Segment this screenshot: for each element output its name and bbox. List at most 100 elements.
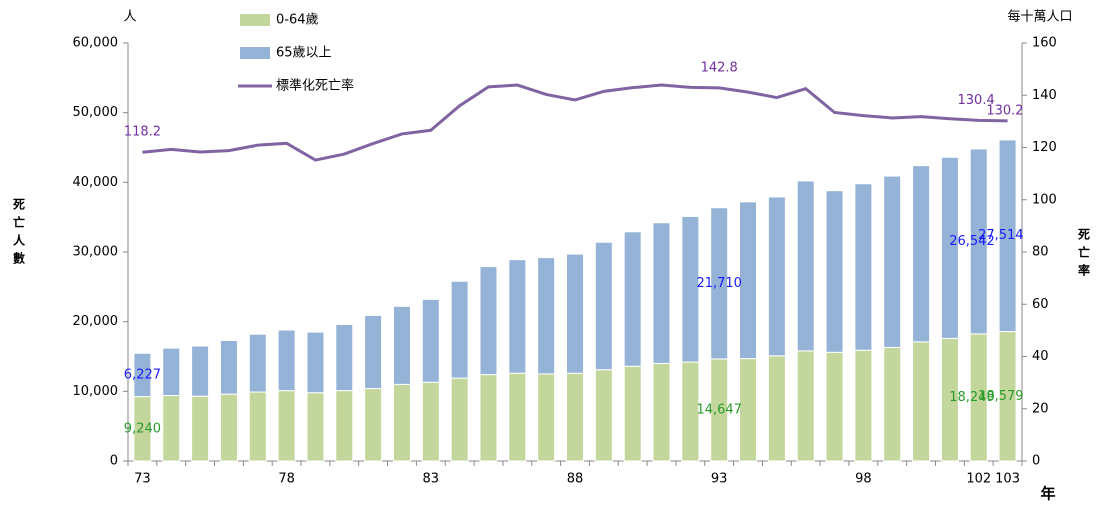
line-value-label: 130.4 <box>958 93 995 108</box>
bar-segment <box>739 201 758 360</box>
x-tick-label: 78 <box>278 472 295 487</box>
x-tick-label: 98 <box>855 472 872 487</box>
bar-segment <box>479 374 498 462</box>
bar-segment <box>162 395 181 462</box>
bar-segment <box>191 395 210 462</box>
bar-segment <box>219 339 238 395</box>
bar-value-label: 18,579 <box>978 389 1024 404</box>
legend-label: 標準化死亡率 <box>276 78 354 94</box>
bar-segment <box>364 388 383 462</box>
x-tick-label: 93 <box>711 472 728 487</box>
bar-value-label: 26,542 <box>949 234 995 249</box>
y-tick-label: 60,000 <box>73 36 119 51</box>
bar-segment <box>912 341 931 462</box>
bar-segment <box>566 372 584 462</box>
y2-tick-label: 160 <box>1032 36 1057 51</box>
bar-segment <box>912 165 931 343</box>
y2-tick-label: 120 <box>1032 140 1057 155</box>
y-tick-label: 10,000 <box>73 384 119 399</box>
bar-segment <box>969 148 988 335</box>
bar-segment <box>796 180 815 352</box>
bar-segment <box>508 372 527 462</box>
bar-segment <box>940 156 959 339</box>
line-value-label: 118.2 <box>124 125 161 140</box>
bar-segment <box>248 391 267 462</box>
bar-segment <box>392 305 411 385</box>
bar-segment <box>623 365 642 462</box>
x-tick-label: 73 <box>134 472 151 487</box>
y2-label: 死亡率 <box>1077 228 1091 282</box>
bar-segment <box>392 383 411 462</box>
y-tick-label: 20,000 <box>73 314 119 329</box>
y2-unit: 每十萬人口 <box>1007 9 1072 25</box>
legend-label: 65歲以上 <box>276 46 332 61</box>
bar-segment <box>767 355 786 462</box>
x-tick-label: 103 <box>995 472 1020 487</box>
x-tick-label: 83 <box>423 472 440 487</box>
bar-segment <box>594 369 613 462</box>
bar-segment <box>854 183 873 351</box>
bar-segment <box>623 231 642 367</box>
y2-tick-label: 40 <box>1032 349 1049 364</box>
bar-value-label: 18,249 <box>949 390 995 405</box>
bar-value-label: 27,514 <box>978 228 1024 243</box>
bar-segment <box>883 346 902 462</box>
y2-tick-label: 140 <box>1032 88 1057 103</box>
bar-segment <box>335 390 354 462</box>
y2-tick-label: 100 <box>1032 192 1057 207</box>
bar-segment <box>710 207 729 360</box>
bar-segment <box>854 349 873 462</box>
bar-segment <box>652 362 671 462</box>
y-tick-label: 40,000 <box>73 175 119 190</box>
bar-segment <box>248 333 267 393</box>
y2-tick-label: 0 <box>1032 454 1040 469</box>
legend-swatch <box>240 47 270 59</box>
x-label: 年 <box>1040 485 1055 503</box>
bar-segment <box>998 139 1017 333</box>
x-tick-label: 102 <box>966 472 991 487</box>
bar-segment <box>162 347 181 397</box>
bar-segment <box>133 352 152 398</box>
bar-segment <box>450 280 469 379</box>
bar-segment <box>508 259 527 374</box>
bar-segment <box>796 350 815 462</box>
line-value-label: 130.2 <box>986 103 1023 118</box>
y2-tick-label: 60 <box>1032 297 1049 312</box>
bar-segment <box>652 222 671 364</box>
bar-segment <box>767 196 786 357</box>
bar-segment <box>191 345 210 397</box>
y-tick-label: 0 <box>110 454 118 469</box>
legend-swatch <box>240 14 270 26</box>
bar-value-label: 9,240 <box>124 421 161 436</box>
bar-segment <box>364 314 383 390</box>
bar-segment <box>537 373 556 462</box>
y2-tick-label: 80 <box>1032 245 1049 260</box>
bar-value-label: 21,710 <box>696 276 742 291</box>
bar-segment <box>681 215 700 363</box>
bar-segment <box>739 358 758 462</box>
bar-segment <box>537 257 556 375</box>
bar-segment <box>277 329 296 392</box>
bar-segment <box>566 253 584 374</box>
y-tick-label: 30,000 <box>73 245 119 260</box>
legend-label: 0-64歲 <box>276 13 319 28</box>
bar-segment <box>306 331 325 394</box>
bar-segment <box>479 266 498 376</box>
y-unit: 人 <box>123 10 136 25</box>
x-tick-label: 88 <box>567 472 584 487</box>
bar-segment <box>277 390 296 462</box>
y2-tick-label: 20 <box>1032 401 1049 416</box>
bar-segment <box>450 377 469 462</box>
bar-segment <box>825 351 844 462</box>
bar-segment <box>335 323 354 392</box>
line-value-label: 142.8 <box>701 60 738 75</box>
bar-value-label: 14,647 <box>696 402 742 417</box>
bar-segment <box>421 298 440 383</box>
bar-segment <box>306 392 325 462</box>
y-label: 死亡人數 <box>12 198 26 270</box>
bar-segment <box>825 190 844 353</box>
line <box>142 83 1008 162</box>
bar-segment <box>219 393 238 462</box>
bar-segment <box>421 381 440 462</box>
